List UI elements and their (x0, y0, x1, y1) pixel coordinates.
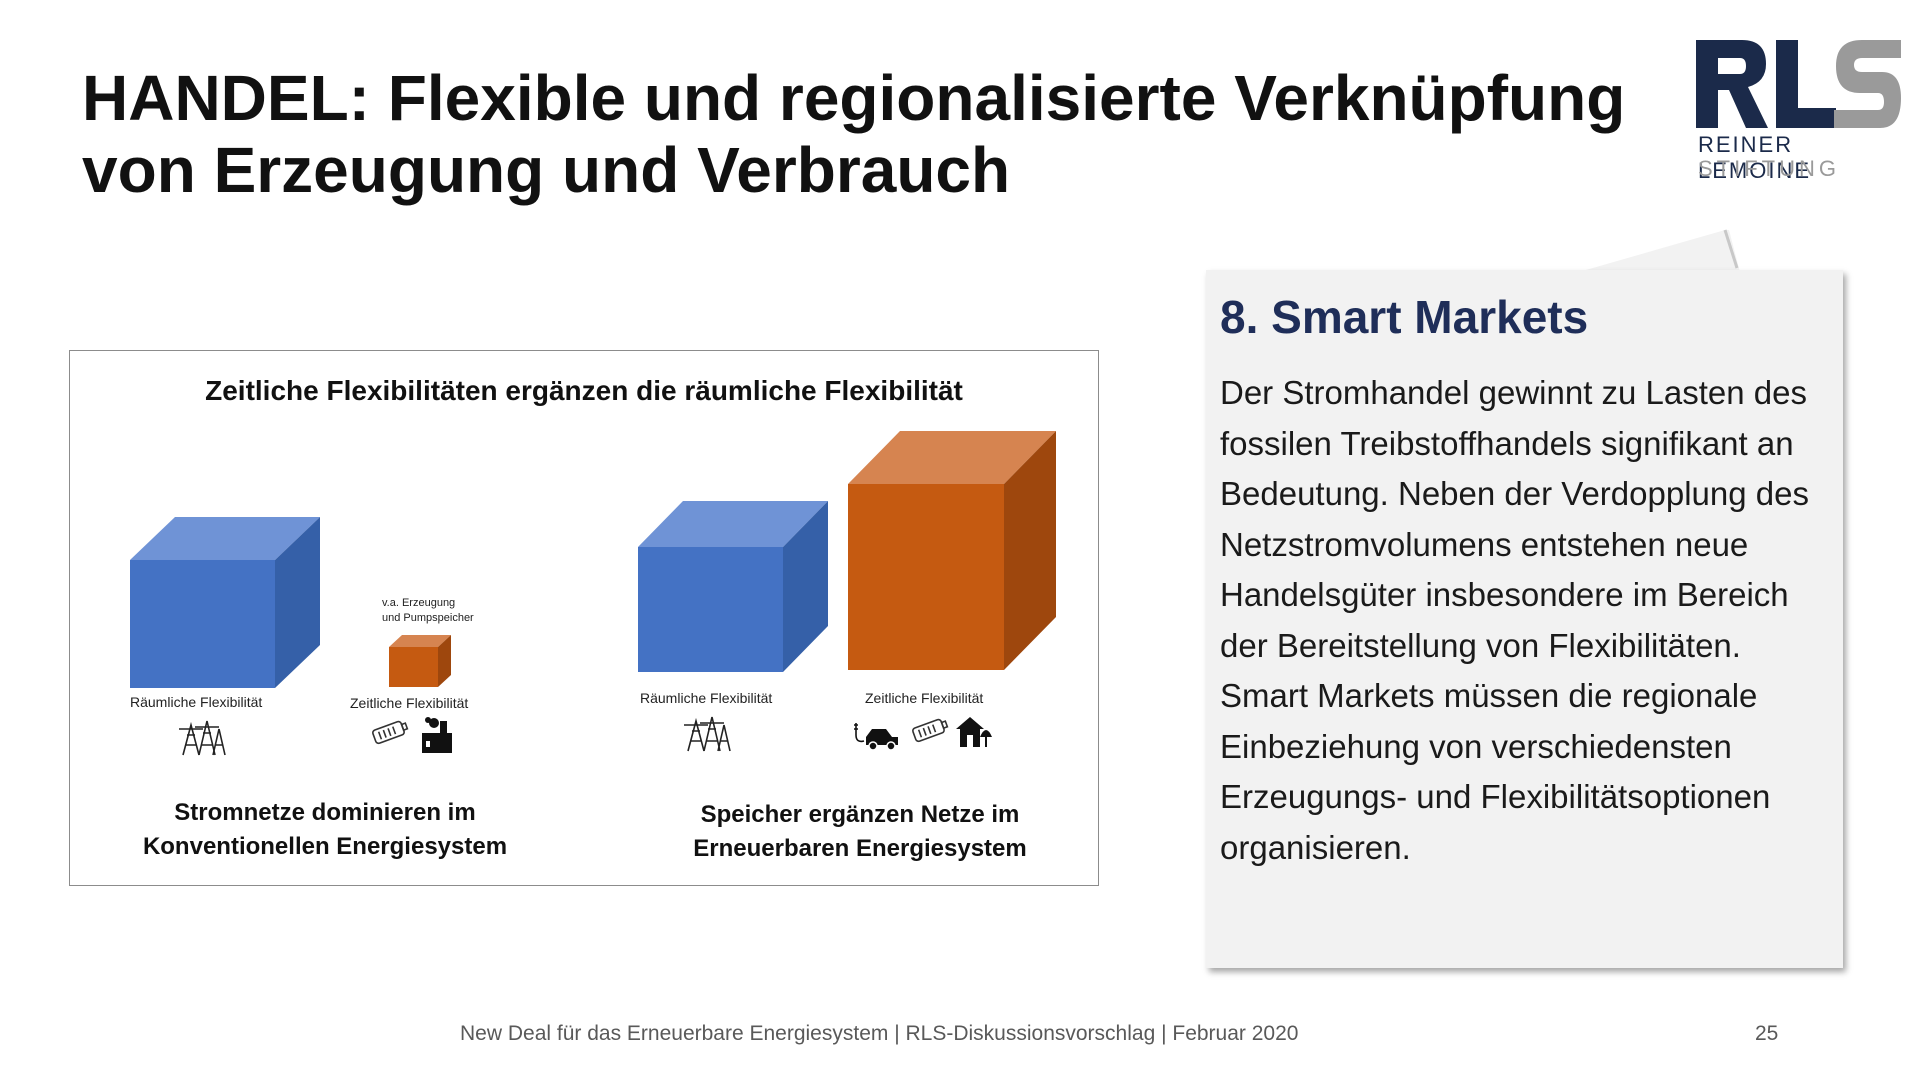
right-caption-line-1: Speicher ergänzen Netze im (700, 801, 1020, 828)
right-temporal-label: Zeitliche Flexibilität (865, 690, 984, 706)
left-spatial-label: Räumliche Flexibilität (130, 694, 263, 710)
flexibility-diagram: Zeitliche Flexibilitäten ergänzen die rä… (69, 350, 1099, 886)
callout-pointer (1565, 229, 1741, 276)
power-pylon-icon (179, 720, 226, 756)
cube-temporal-renewable (848, 431, 1056, 670)
logo-name-line-1: REINER LEMOINE (1698, 132, 1812, 183)
left-temporal-note-line-2: und Pumpspeicher (382, 612, 474, 624)
left-caption: Stromnetze dominieren im Konventionellen… (105, 796, 545, 864)
footer-text: New Deal für das Erneuerbare Energiesyst… (460, 1022, 1299, 1045)
slide-title-line-2: von Erzeugung und Verbrauch (82, 134, 1011, 206)
right-caption: Speicher ergänzen Netze im Erneuerbaren … (640, 798, 1080, 866)
page-number: 25 (1755, 1022, 1779, 1045)
smart-markets-callout: 8. Smart Markets Der Stromhandel gewinnt… (1206, 270, 1843, 968)
left-caption-line-2: Konventionellen Energiesystem (142, 833, 508, 860)
left-temporal-note: v.a. Erzeugung und Pumpspeicher (382, 596, 474, 626)
rls-logo: REINER LEMOINE STIFTUNG (1696, 36, 1901, 186)
diagram-title: Zeitliche Flexibilitäten ergänzen die rä… (205, 375, 963, 406)
callout-heading: 8. Smart Markets (1220, 291, 1589, 343)
electric-car-icon (854, 723, 898, 751)
house-icon (956, 717, 992, 747)
slide-title-line-1: HANDEL: Flexible und regionalisierte Ver… (82, 62, 1626, 134)
callout-body: Der Stromhandel gewinnt zu Lasten des fo… (1220, 374, 1809, 866)
power-pylon-icon (684, 716, 731, 752)
battery-icon (372, 720, 409, 745)
cube-spatial-renewable (638, 501, 828, 672)
right-caption-line-2: Erneuerbaren Energiesystem (693, 835, 1027, 862)
logo-name-line-2: STIFTUNG (1698, 156, 1840, 181)
rls-logo-mark (1696, 40, 1901, 128)
cube-spatial-conventional (130, 517, 320, 688)
left-temporal-note-line-1: v.a. Erzeugung (382, 597, 456, 609)
diagram-graphics (130, 431, 1056, 756)
left-temporal-label: Zeitliche Flexibilität (350, 695, 469, 711)
right-spatial-label: Räumliche Flexibilität (640, 690, 773, 706)
power-plant-icon (422, 717, 452, 753)
battery-icon (912, 718, 949, 743)
left-caption-line-1: Stromnetze dominieren im (174, 799, 476, 826)
cube-temporal-conventional (389, 635, 451, 687)
slide-title: HANDEL: Flexible und regionalisierte Ver… (82, 62, 1642, 206)
